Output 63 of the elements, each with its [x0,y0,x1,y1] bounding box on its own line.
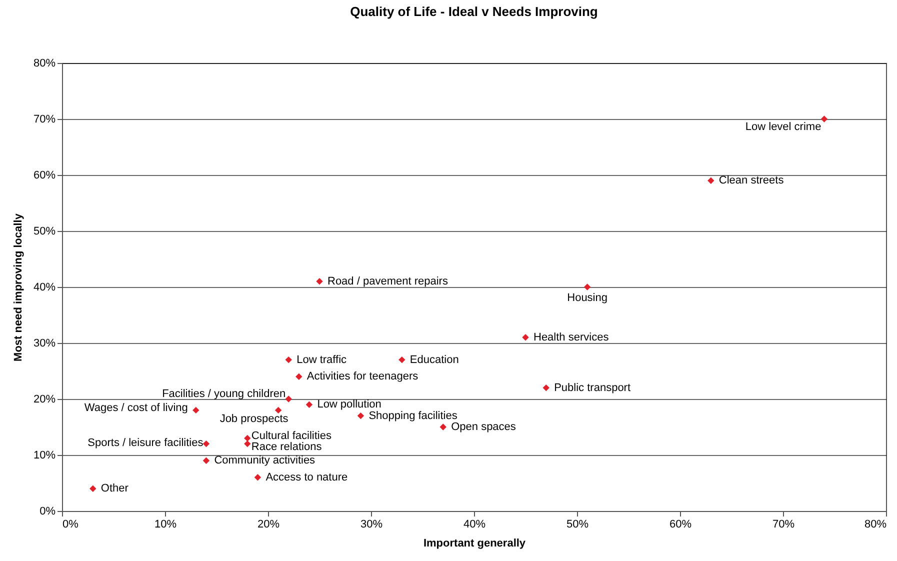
annotation: Open spaces [451,421,516,433]
x-axis-title: Important generally [423,538,526,550]
annotation: Facilities / young children [162,388,286,400]
x-tick-label: 0% [62,518,79,530]
annotation: Activities for teenagers [306,370,419,383]
y-tick-label: 20% [33,394,56,406]
annotation: Cultural facilities [251,430,332,442]
annotation: Sports / leisure facilities [88,436,204,449]
annotation: Low level crime [745,121,822,133]
point [584,284,591,290]
y-tick-label: 80% [33,58,56,70]
annotation: Health services [534,331,610,344]
x-tick-label: 70% [772,518,795,530]
point [316,278,323,285]
point [708,177,714,184]
x-tick-label: 30% [360,518,383,530]
point [522,334,529,341]
point [90,485,96,492]
point [820,116,828,122]
x-tick-label: 50% [566,518,589,530]
annotation: Wages / cost of living [84,402,188,414]
y-tick-label: 40% [33,282,56,294]
y-tick-label: 60% [33,170,56,182]
point [542,384,550,392]
annotation: Road / pavement repairs [328,275,448,288]
point [244,440,251,448]
point [192,406,200,414]
point [254,474,262,481]
annotation: Housing [567,292,608,304]
point [285,356,292,364]
point [440,424,446,430]
x-tick-label: 80% [864,518,887,530]
annotation: Clean streets [718,174,784,187]
annotation: Community activities [214,454,316,467]
annotation: Education [410,354,459,366]
x-tick-label: 60% [669,518,692,530]
point [202,457,210,464]
point [202,440,210,448]
x-tick-label: 10% [154,518,177,530]
point [296,373,302,380]
x-tick-label: 40% [463,518,486,530]
point [398,356,406,364]
annotation: Other [100,482,129,495]
x-tick-label: 20% [257,518,280,530]
chart-title: Quality of Life - Ideal v Needs Improving [350,4,598,19]
point [285,396,292,402]
annotation: Job prospects [220,413,289,426]
y-tick-label: 50% [33,226,56,238]
point [306,401,313,408]
point [357,412,364,420]
annotation: Race relations [251,440,322,453]
annotation: Low pollution [317,398,382,411]
annotation: Shopping facilities [368,410,458,422]
annotation: Public transport [554,382,631,394]
y-tick-label: 30% [33,338,56,350]
point [274,406,282,414]
point [244,434,251,442]
y-tick-label: 70% [33,114,56,126]
y-axis-title: Most need improving locally [12,212,24,362]
y-tick-label: 0% [40,506,56,518]
annotation: Low traffic [296,354,348,366]
annotation: Access to nature [266,471,348,484]
y-tick-label: 10% [33,450,56,462]
